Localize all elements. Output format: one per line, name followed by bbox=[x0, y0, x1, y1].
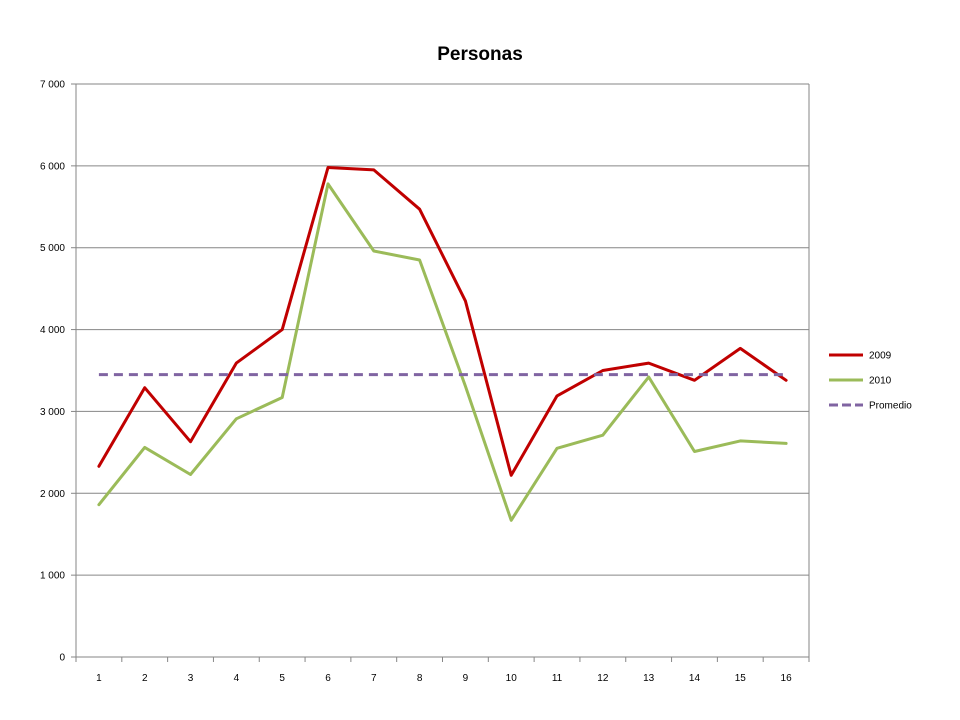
x-tick-label: 7 bbox=[371, 673, 377, 684]
legend-label-2009: 2009 bbox=[869, 351, 892, 362]
x-tick-label: 8 bbox=[417, 673, 423, 684]
legend-label-2010: 2010 bbox=[869, 376, 892, 387]
series-layer bbox=[97, 166, 788, 522]
x-tick-label: 3 bbox=[188, 673, 194, 684]
x-tick-label: 11 bbox=[552, 673, 563, 684]
chart-title: Personas bbox=[437, 44, 523, 65]
x-tick-label: 1 bbox=[96, 673, 102, 684]
series-line-2009 bbox=[97, 166, 788, 477]
x-tick-label: 9 bbox=[463, 673, 469, 684]
series-line-2010 bbox=[97, 182, 788, 522]
y-tick-label: 7 000 bbox=[40, 80, 65, 91]
y-tick-label: 4 000 bbox=[40, 325, 65, 336]
x-tick-label: 13 bbox=[643, 673, 655, 684]
x-tick-label: 15 bbox=[735, 673, 747, 684]
x-tick-label: 2 bbox=[142, 673, 148, 684]
grid-layer bbox=[76, 83, 809, 658]
x-tick-label: 6 bbox=[325, 673, 331, 684]
y-tick-label: 2 000 bbox=[40, 489, 65, 500]
x-tick-label: 10 bbox=[506, 673, 518, 684]
legend: 2009 2010 Promedio bbox=[829, 351, 912, 412]
x-tick-label: 16 bbox=[781, 673, 793, 684]
y-tick-label: 0 bbox=[59, 653, 65, 664]
y-tick-label: 6 000 bbox=[40, 161, 65, 172]
x-tick-label: 4 bbox=[234, 673, 240, 684]
legend-label-promedio: Promedio bbox=[869, 401, 912, 412]
x-tick-label: 14 bbox=[689, 673, 701, 684]
x-tick-label: 5 bbox=[279, 673, 285, 684]
y-tick-label: 1 000 bbox=[40, 571, 65, 582]
y-tick-label: 3 000 bbox=[40, 407, 65, 418]
x-tick-label: 12 bbox=[597, 673, 609, 684]
y-tick-label: 5 000 bbox=[40, 243, 65, 254]
